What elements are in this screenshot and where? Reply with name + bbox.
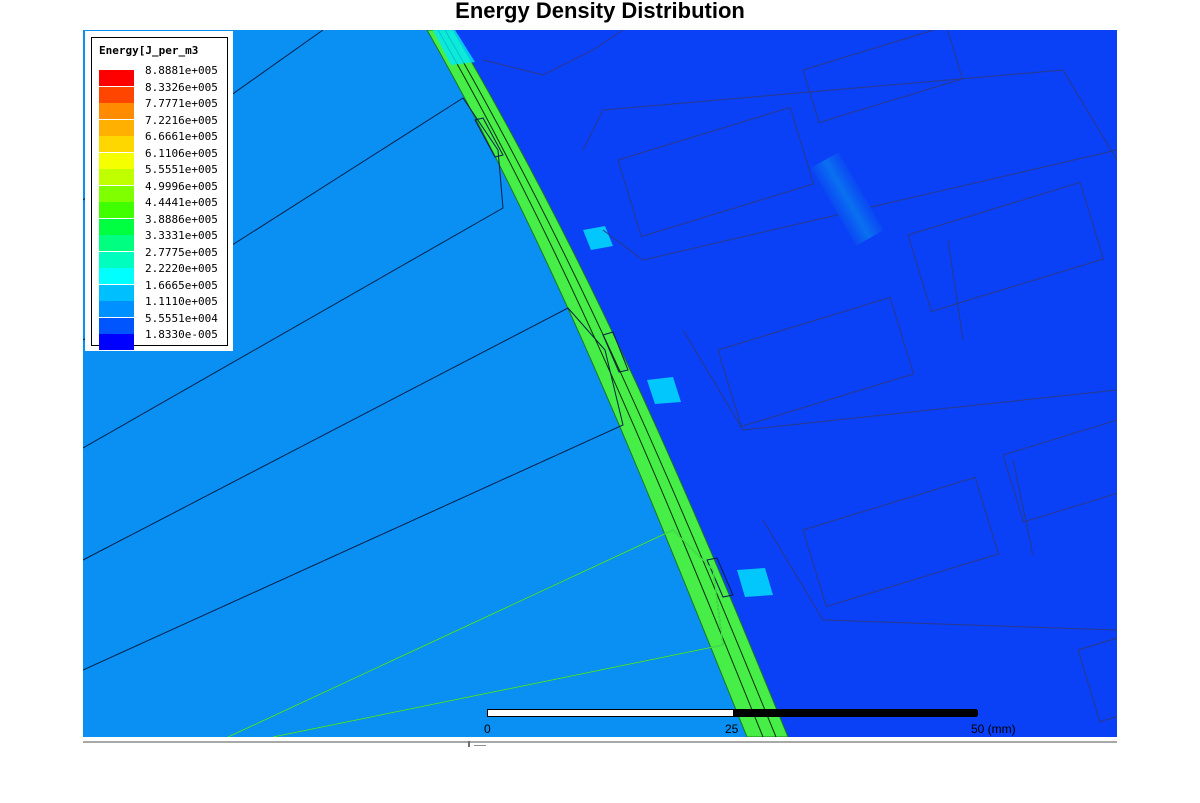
figure-title: Energy Density Distribution [455, 0, 745, 23]
magnet-slot [802, 476, 1000, 608]
scale-label-mid: 25 [725, 722, 739, 736]
tooth-tip [706, 557, 734, 598]
magnet-slot [617, 106, 815, 238]
legend-swatch [99, 70, 134, 86]
rotor-barrier [682, 329, 1117, 431]
magnet-slot [1077, 620, 1117, 723]
legend-swatch [99, 235, 134, 251]
magnet-slot [907, 181, 1105, 313]
legend-label: 4.4441e+005 [145, 196, 218, 209]
rotor-web [947, 239, 964, 341]
field-plot [83, 30, 1117, 737]
magnet-slot [717, 296, 915, 428]
legend-label: 3.3331e+005 [145, 229, 218, 242]
legend-swatch [99, 284, 134, 301]
scale-bar-black-segment [733, 710, 978, 716]
scale-bar-white-segment [488, 710, 733, 716]
legend-label: 7.7771e+005 [145, 97, 218, 110]
rotor-barrier [482, 30, 624, 76]
legend-swatch [99, 152, 134, 169]
legend-label: 2.7775e+005 [145, 245, 218, 259]
tooth-tip [602, 331, 629, 373]
legend-label: 2.2220e+005 [145, 262, 218, 275]
legend-swatch [99, 317, 134, 334]
legend-swatch [99, 268, 134, 284]
rotor-barrier [582, 69, 1117, 161]
legend: Energy[J_per_m3 8.8881e+005 8.3326e+005 7.… [85, 31, 233, 351]
bottom-tick-mark [474, 745, 486, 746]
air-gap-outer-line [444, 30, 777, 737]
legend-label: 1.1110e+005 [145, 295, 218, 308]
legend-label: 8.8881e+005 [145, 64, 218, 77]
legend-label: 1.6665e+005 [145, 278, 218, 292]
legend-label: 5.5551e+004 [145, 311, 218, 325]
scale-bar [487, 709, 978, 717]
bottom-divider [83, 741, 1117, 743]
legend-swatch [99, 334, 134, 350]
rotor-bridge [811, 152, 884, 246]
magnet-slot [1002, 410, 1117, 523]
legend-swatch [99, 301, 134, 317]
legend-swatch [99, 86, 134, 103]
rotor-barrier [602, 149, 1117, 261]
legend-swatch [99, 185, 134, 202]
legend-swatch [99, 251, 134, 268]
tooth-tip [474, 117, 504, 158]
bottom-tick [468, 741, 470, 747]
stator-tooth-outline [227, 529, 724, 737]
legend-label: 7.2216e+005 [145, 113, 218, 127]
stator-tooth-outline [83, 97, 504, 449]
legend-label: 5.5551e+005 [145, 163, 218, 176]
legend-label: 8.3326e+005 [145, 80, 218, 94]
legend-label: 6.1106e+005 [145, 146, 218, 160]
air-gap-band [426, 30, 789, 737]
scale-label-start: 0 [484, 722, 491, 736]
legend-swatch [99, 136, 134, 152]
legend-swatch [99, 218, 134, 235]
legend-swatch [99, 202, 134, 218]
gap-segment [433, 30, 475, 65]
legend-swatch [99, 169, 134, 185]
legend-swatch [99, 103, 134, 119]
scale-label-end: 50 (mm) [971, 722, 1016, 736]
stator-tooth-outline [83, 307, 624, 671]
legend-title: Energy[J_per_m3 [99, 44, 199, 57]
magnet-slot [802, 30, 964, 124]
legend-swatch [99, 119, 134, 136]
legend-label: 1.8330e-005 [145, 328, 218, 341]
rotor-barrier [762, 519, 1117, 631]
gap-segment [737, 568, 773, 597]
rotor-web [1012, 459, 1034, 556]
gap-segment [647, 377, 681, 404]
legend-frame: Energy[J_per_m3 [91, 37, 228, 346]
stator-region [83, 30, 747, 737]
legend-label: 3.8886e+005 [145, 212, 218, 226]
legend-label: 4.9996e+005 [145, 179, 218, 193]
legend-label: 6.6661e+005 [145, 130, 218, 143]
